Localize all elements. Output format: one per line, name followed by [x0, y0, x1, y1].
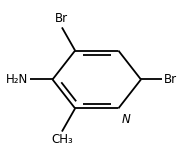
- Text: Br: Br: [164, 73, 177, 86]
- Text: H₂N: H₂N: [6, 73, 28, 86]
- Text: CH₃: CH₃: [51, 133, 73, 146]
- Text: Br: Br: [55, 12, 68, 25]
- Text: N: N: [122, 113, 131, 126]
